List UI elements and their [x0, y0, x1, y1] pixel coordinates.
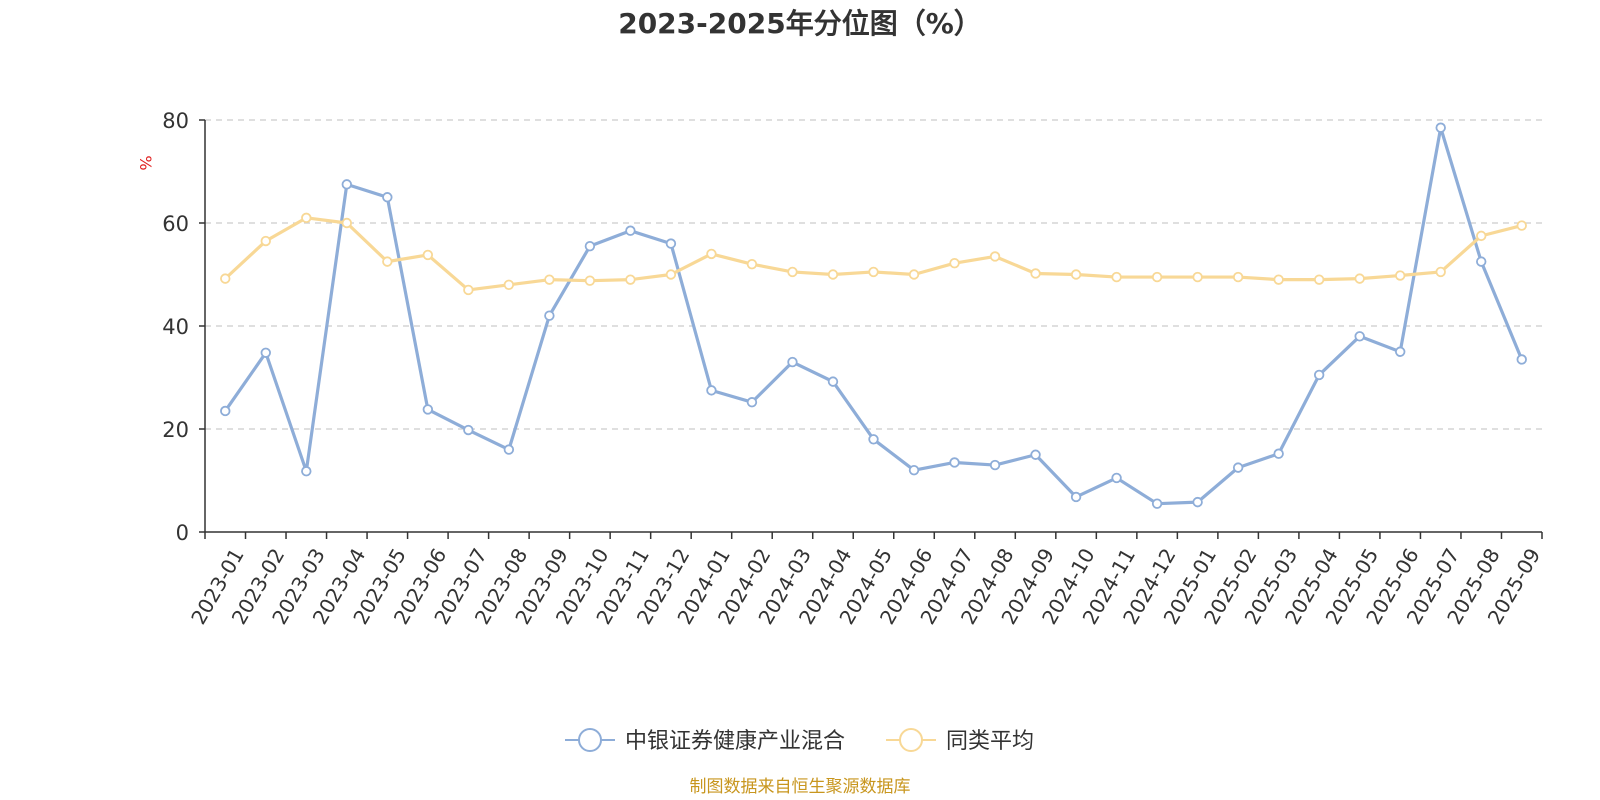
data-point [625, 225, 636, 236]
data-point [544, 310, 555, 321]
chart-title: 2023-2025年分位图（%） [618, 7, 982, 40]
data-point [1273, 274, 1284, 285]
series-line [223, 126, 1524, 506]
data-point [544, 274, 555, 285]
data-point [382, 256, 393, 267]
data-point [949, 457, 960, 468]
data-point [827, 269, 839, 280]
data-source-note: 制图数据来自恒生聚源数据库 [690, 777, 911, 797]
data-point [1070, 269, 1082, 280]
data-point [1232, 271, 1244, 283]
legend-label: 同类平均 [946, 729, 1034, 754]
data-point [787, 266, 798, 278]
data-point [908, 465, 920, 476]
data-point [908, 269, 920, 280]
data-point [1516, 220, 1527, 231]
data-point [1030, 268, 1041, 279]
data-point [1313, 274, 1325, 285]
data-point [584, 275, 596, 286]
data-point [503, 444, 515, 455]
data-point [301, 466, 312, 477]
data-point [463, 284, 474, 296]
data-point [868, 434, 879, 445]
data-point [989, 459, 1001, 471]
data-point [1232, 462, 1244, 473]
data-point [665, 238, 677, 249]
data-point [463, 424, 474, 436]
data-point [1476, 230, 1487, 242]
data-point [1435, 122, 1446, 133]
legend-item: 同类平均 [886, 728, 1034, 754]
data-point [422, 249, 434, 261]
legend-item: 中银证券健康产业混合 [565, 728, 845, 754]
data-point [746, 259, 758, 270]
data-point [746, 397, 758, 408]
data-point [1192, 271, 1203, 283]
legend: 中银证券健康产业混合 同类平均 [565, 728, 1034, 754]
data-point [1354, 273, 1365, 284]
data-point [341, 217, 353, 229]
data-point [422, 404, 434, 415]
data-point [503, 279, 515, 291]
y-tick-label: 80 [162, 109, 189, 133]
data-point [1435, 266, 1446, 278]
data-point [1313, 369, 1325, 381]
data-point [787, 356, 798, 368]
y-tick-label: 20 [162, 418, 189, 442]
y-tick-label: 60 [162, 212, 189, 236]
data-point [341, 179, 353, 190]
data-point [1030, 449, 1041, 460]
legend-marker [899, 728, 923, 752]
data-point [989, 251, 1001, 262]
data-point [1273, 448, 1284, 459]
data-point [1394, 346, 1406, 357]
data-point [220, 273, 231, 284]
data-point [1476, 256, 1487, 267]
grid-lines [205, 119, 1542, 430]
y-axis-unit-label: % [136, 155, 155, 170]
y-tick-label: 0 [176, 521, 189, 545]
data-point [706, 385, 717, 396]
data-point [1070, 491, 1082, 503]
series-line [224, 216, 1523, 292]
data-point [260, 235, 271, 247]
legend-label: 中银证券健康产业混合 [625, 729, 845, 754]
data-point [949, 257, 960, 269]
data-point [1111, 472, 1122, 484]
data-point [1516, 354, 1527, 365]
data-point [1354, 331, 1365, 342]
data-point [625, 274, 636, 285]
data-point [1394, 270, 1406, 281]
data-point [1151, 498, 1163, 509]
series-group [220, 122, 1527, 509]
data-point [382, 192, 393, 203]
y-tick-label: 40 [162, 315, 189, 339]
data-point [827, 376, 839, 387]
series-group [220, 212, 1527, 296]
data-point [868, 266, 879, 278]
series-lines [220, 122, 1527, 509]
data-point [1111, 271, 1122, 283]
data-point [301, 212, 312, 224]
data-point [584, 240, 596, 252]
data-point [220, 405, 231, 417]
legend-marker [578, 728, 602, 752]
data-point [260, 347, 271, 358]
data-point [665, 269, 677, 280]
data-point [1192, 496, 1203, 508]
axes: 0204060802023-012023-022023-032023-04202… [162, 109, 1545, 628]
data-point [1151, 271, 1163, 283]
data-point [706, 248, 717, 260]
